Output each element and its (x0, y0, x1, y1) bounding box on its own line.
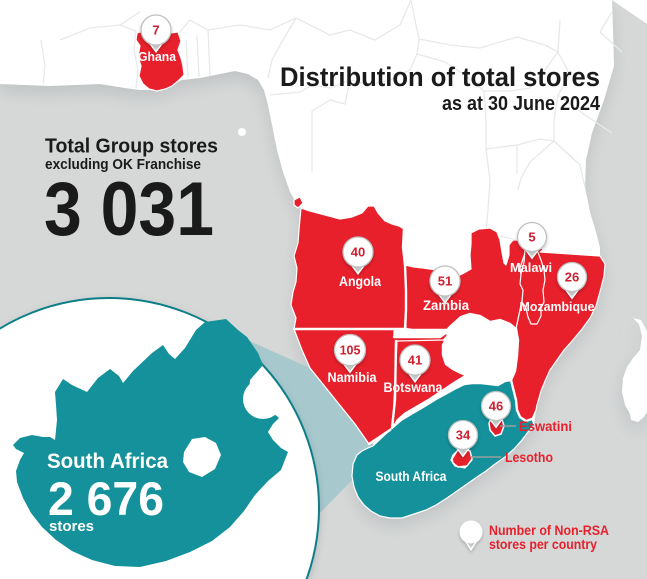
svg-text:Mozambique: Mozambique (520, 299, 595, 314)
svg-text:Number of Non-RSA: Number of Non-RSA (489, 523, 609, 538)
svg-text:105: 105 (340, 344, 361, 358)
svg-text:3 031: 3 031 (44, 167, 214, 252)
svg-text:41: 41 (408, 353, 422, 368)
svg-text:stores per country: stores per country (489, 537, 597, 552)
svg-text:7: 7 (152, 23, 159, 38)
svg-text:26: 26 (565, 270, 579, 285)
svg-text:Malawi: Malawi (510, 260, 552, 275)
svg-text:Zambia: Zambia (423, 297, 469, 313)
svg-text:40: 40 (351, 245, 365, 260)
svg-text:46: 46 (489, 399, 503, 414)
svg-text:as at 30 June 2024: as at 30 June 2024 (442, 93, 601, 115)
svg-text:51: 51 (438, 274, 452, 289)
svg-text:Lesotho: Lesotho (505, 449, 553, 465)
svg-text:5: 5 (528, 230, 535, 245)
svg-text:Botswana: Botswana (384, 380, 443, 395)
svg-text:Total Group stores: Total Group stores (45, 135, 218, 158)
svg-text:Distribution of total stores: Distribution of total stores (280, 62, 600, 92)
svg-text:Angola: Angola (339, 273, 381, 289)
svg-text:stores: stores (49, 518, 94, 535)
svg-text:34: 34 (456, 428, 471, 443)
svg-text:South Africa: South Africa (47, 450, 168, 473)
svg-text:South Africa: South Africa (376, 469, 447, 484)
svg-text:Eswatini: Eswatini (519, 418, 572, 434)
svg-text:Ghana: Ghana (138, 49, 177, 64)
svg-text:excluding OK Franchise: excluding OK Franchise (45, 157, 201, 173)
svg-text:Namibia: Namibia (328, 370, 377, 385)
svg-text:2 676: 2 676 (48, 472, 164, 525)
